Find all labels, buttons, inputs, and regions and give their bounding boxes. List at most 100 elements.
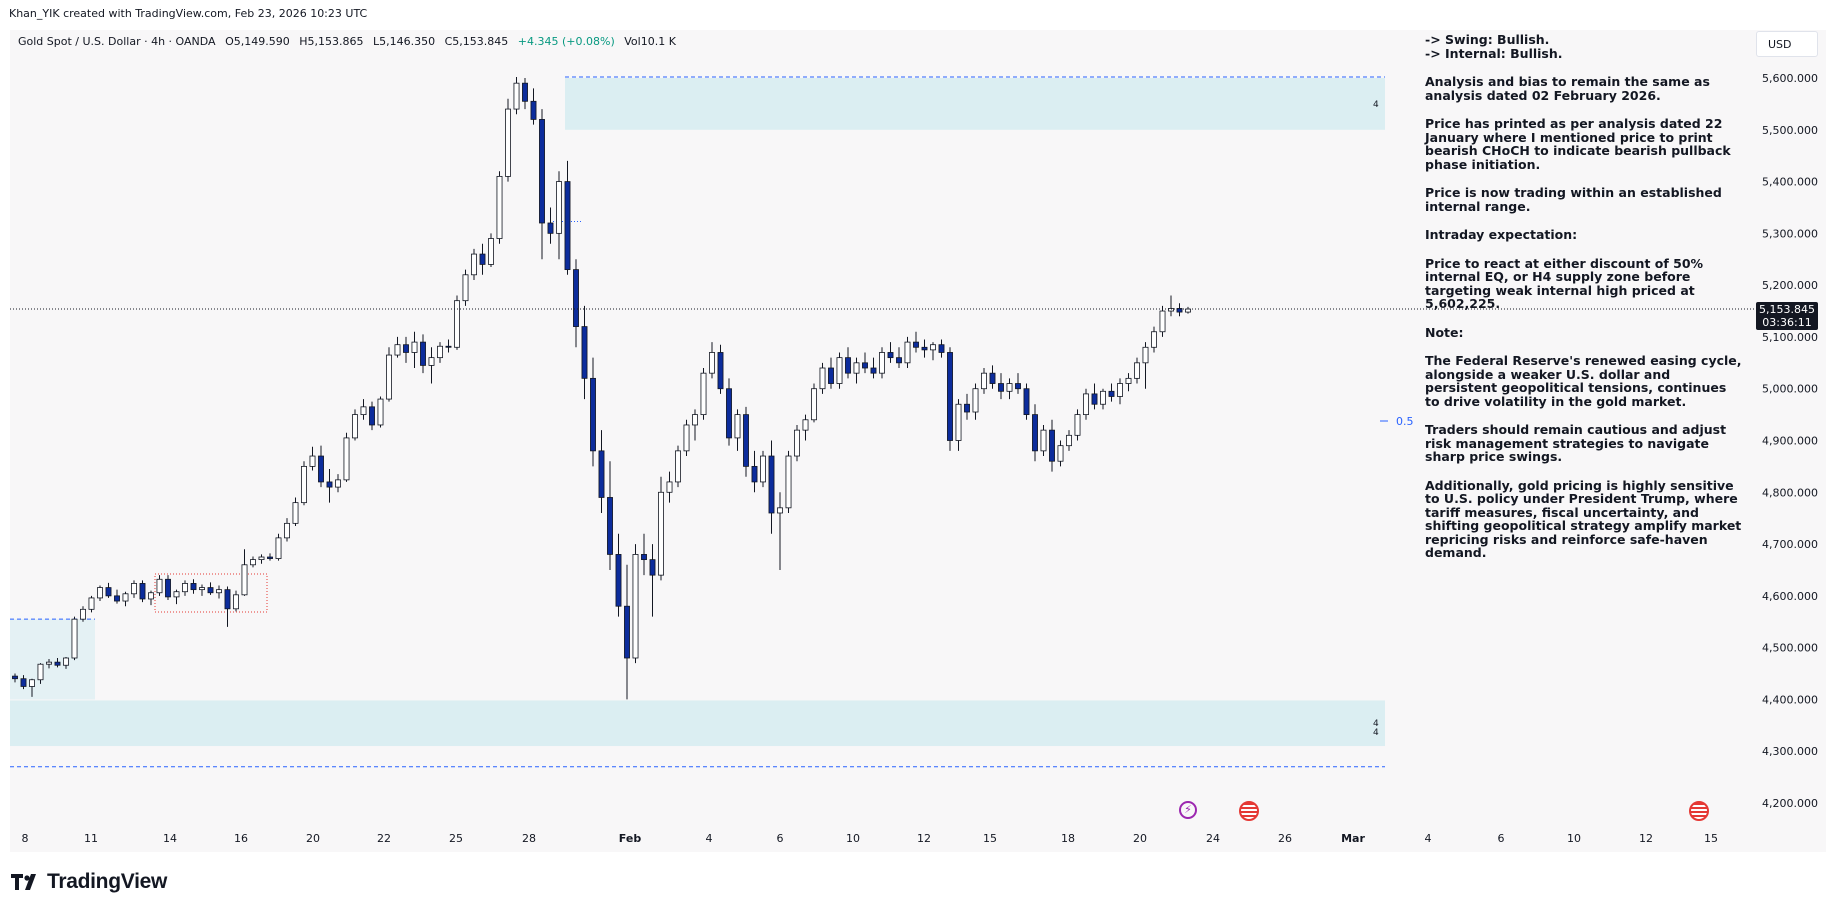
candle (190, 583, 197, 591)
candle (352, 414, 358, 439)
candle (369, 406, 375, 426)
candle (224, 589, 231, 610)
y-tick-label: 5,100.000 (1762, 331, 1818, 344)
x-tick-label: 15 (983, 832, 997, 845)
x-tick-label: 6 (1498, 832, 1505, 845)
candle (46, 661, 52, 665)
candle (105, 587, 112, 597)
candle (828, 367, 834, 384)
y-tick-label: 4,800.000 (1762, 486, 1818, 499)
brand-name: TradingView (47, 870, 168, 893)
y-tick-label: 4,600.000 (1762, 590, 1818, 603)
candle (173, 591, 180, 598)
us-flag-event-icon-2[interactable] (1689, 801, 1709, 821)
candle (437, 345, 443, 359)
note-policy: Additionally, gold pricing is highly sen… (1425, 477, 1742, 560)
candle (819, 367, 826, 390)
y-tick-label: 5,600.000 (1762, 72, 1818, 85)
candle (717, 352, 724, 390)
y-tick-label: 5,200.000 (1762, 279, 1818, 292)
candle (777, 507, 783, 514)
ohlc-high: H5,153.865 (299, 35, 364, 48)
y-tick-label: 4,200.000 (1762, 797, 1818, 810)
zone-label-upper: 4 (1373, 100, 1379, 110)
tradingview-logo[interactable]: TradingView (11, 870, 167, 894)
y-tick-label: 4,700.000 (1762, 538, 1818, 551)
candle (921, 346, 928, 351)
candle (998, 383, 1004, 392)
x-tick-label: 18 (1061, 832, 1075, 845)
tradingview-logo-icon (11, 874, 36, 890)
candle (938, 344, 945, 353)
us-flag-event-icon[interactable] (1239, 801, 1259, 821)
x-tick-label: 12 (917, 832, 931, 845)
note-intraday-heading: Intraday expectation: (1425, 227, 1578, 242)
candle (556, 181, 562, 234)
candle (148, 592, 154, 600)
x-tick-label: 15 (1704, 832, 1718, 845)
candle (1151, 331, 1157, 348)
x-tick-label: 10 (846, 832, 860, 845)
candle (88, 597, 95, 610)
x-tick-label: 12 (1639, 832, 1653, 845)
note-fed: The Federal Reserve's renewed easing cyc… (1425, 353, 1742, 409)
analysis-notes: -> Swing: Bullish. -> Internal: Bullish.… (1425, 33, 1745, 575)
candle (709, 352, 715, 374)
candle (292, 502, 299, 524)
candle (326, 481, 333, 488)
candle (462, 274, 469, 302)
candle (624, 605, 630, 659)
candle (513, 82, 520, 110)
candle (488, 238, 494, 265)
candle (1100, 390, 1106, 405)
candle (309, 455, 316, 467)
y-tick-label: 4,900.000 (1762, 435, 1818, 448)
candle (913, 341, 919, 348)
candle (122, 593, 129, 602)
candle (964, 403, 970, 413)
y-tick-label: 5,300.000 (1762, 227, 1818, 240)
candle (471, 253, 477, 276)
ohlc-open: O5,149.590 (225, 35, 290, 48)
y-tick-label: 4,400.000 (1762, 693, 1818, 706)
zone-label-lower-2: 4 (1373, 728, 1379, 738)
candle (479, 253, 486, 265)
note-choch: Price has printed as per analysis dated … (1425, 116, 1731, 172)
x-tick-label: 20 (1133, 832, 1147, 845)
y-tick-label: 4,500.000 (1762, 642, 1818, 655)
candle (1032, 414, 1038, 452)
candle (386, 354, 392, 400)
candle (1083, 393, 1089, 416)
candle (760, 455, 766, 483)
candle (454, 300, 460, 348)
candle (598, 450, 605, 498)
candle (63, 657, 69, 666)
y-tick-label: 4,300.000 (1762, 745, 1818, 758)
lightning-event-icon[interactable]: ⚡ (1179, 801, 1197, 819)
candle (896, 357, 902, 364)
candle (904, 341, 911, 364)
candle (428, 357, 435, 366)
candle (1015, 383, 1021, 390)
x-tick-label: 11 (84, 832, 98, 845)
candle (71, 618, 78, 659)
candle (207, 587, 214, 594)
candle (1091, 393, 1098, 405)
candle (564, 181, 571, 271)
candle (258, 556, 265, 561)
candle (241, 564, 248, 596)
candle (131, 583, 137, 595)
candle (496, 175, 503, 239)
note-caution: Traders should remain cautious and adjus… (1425, 422, 1727, 464)
last-price-value: 5,153.845 (1759, 303, 1815, 316)
candle (573, 269, 579, 327)
zone-demand (10, 700, 1385, 747)
currency-selector[interactable]: USD (1756, 31, 1818, 57)
note-bias: Analysis and bias to remain the same as … (1425, 74, 1710, 103)
candle (751, 465, 758, 483)
candle (233, 594, 239, 610)
candle (981, 372, 987, 390)
x-tick-label: 20 (306, 832, 320, 845)
candle (1066, 434, 1072, 447)
